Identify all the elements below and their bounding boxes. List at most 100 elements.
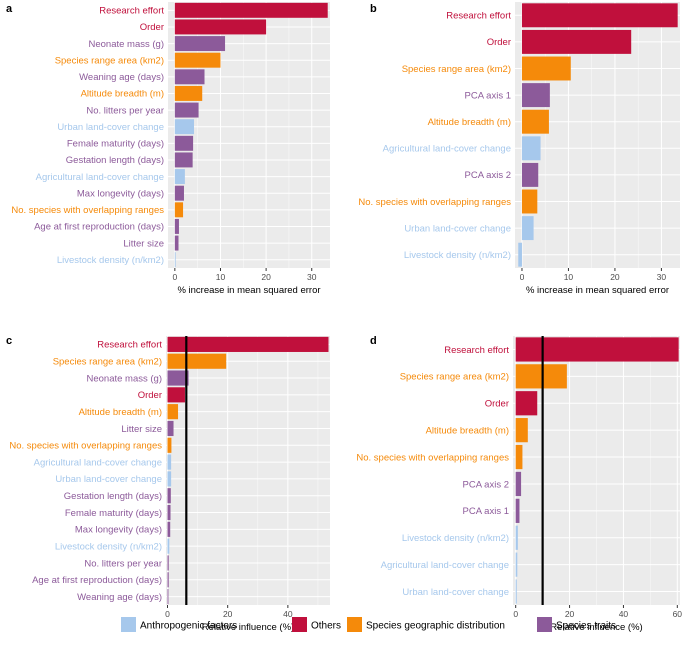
category-label: Agricultural land-cover change (381, 560, 509, 571)
legend-label: Species traits (556, 621, 616, 632)
category-label: Livestock density (n/km2) (402, 533, 509, 544)
bar-c-2 (167, 370, 189, 386)
bar-a-2 (174, 36, 226, 52)
x-tick-label: 20 (223, 609, 233, 619)
category-label: Order (140, 22, 164, 33)
bar-d-8 (515, 552, 518, 577)
bar-a-6 (174, 102, 199, 118)
bar-d-7 (515, 525, 518, 550)
category-label: Neonate mass (g) (88, 39, 164, 50)
bar-b-5 (521, 136, 541, 161)
bar-b-4 (521, 109, 549, 134)
bar-a-9 (174, 152, 193, 168)
category-label: No. species with overlapping ranges (358, 197, 511, 208)
category-label: Species range area (km2) (402, 64, 511, 75)
bar-a-15 (174, 252, 176, 268)
bar-d-4 (515, 444, 523, 470)
bar-c-7 (167, 454, 172, 470)
category-label: Urban land-cover change (55, 474, 162, 485)
category-label: Female maturity (days) (67, 139, 164, 150)
panel-letter-b: b (370, 3, 377, 15)
bar-c-8 (167, 471, 172, 487)
x-tick-label: 10 (564, 272, 574, 282)
legend-swatch-3 (537, 617, 552, 632)
panel-letter-a: a (6, 3, 13, 15)
x-axis-title-c: Relative influence (%) (202, 622, 294, 633)
category-label: PCA axis 1 (465, 90, 511, 101)
bar-a-11 (174, 185, 184, 201)
category-label: Order (485, 399, 509, 410)
panel-letter-c: c (6, 335, 12, 347)
x-axis-title-b: % increase in mean squared error (526, 285, 669, 296)
x-tick-label: 20 (261, 272, 271, 282)
category-label: Livestock density (n/km2) (404, 250, 511, 261)
x-tick-label: 0 (513, 609, 518, 619)
category-label: Research effort (444, 345, 509, 356)
category-label: Max longevity (days) (77, 188, 164, 199)
bar-d-2 (515, 391, 538, 416)
bar-d-5 (515, 471, 522, 497)
category-label: Species range area (km2) (400, 372, 509, 383)
bar-b-0 (521, 3, 678, 28)
bar-c-9 (167, 488, 171, 504)
panel-background-c (166, 336, 330, 605)
category-label: Research effort (97, 340, 162, 351)
bar-c-3 (167, 387, 185, 403)
bar-c-10 (167, 504, 171, 521)
category-label: Research effort (446, 11, 511, 22)
bar-d-9 (515, 579, 517, 604)
bar-b-7 (521, 189, 538, 214)
category-label: Altitude breadth (m) (79, 407, 162, 418)
bar-c-4 (167, 404, 179, 420)
category-label: No. species with overlapping ranges (9, 441, 162, 452)
bar-a-13 (174, 218, 179, 234)
category-label: PCA axis 1 (463, 506, 509, 517)
x-tick-label: 10 (216, 272, 226, 282)
x-tick-label: 0 (172, 272, 177, 282)
x-axis-title-d: Relative influence (%) (550, 622, 642, 633)
category-label: Species range area (km2) (55, 55, 164, 66)
bar-a-5 (174, 85, 203, 101)
legend-label: Anthropogenic factors (140, 621, 237, 632)
bar-b-8 (521, 216, 534, 241)
bar-a-3 (174, 52, 221, 68)
category-label: Agricultural land-cover change (34, 457, 162, 468)
category-label: Agricultural land-cover change (36, 172, 164, 183)
bar-a-0 (174, 2, 328, 18)
bar-c-5 (167, 420, 174, 437)
category-label: Livestock density (n/km2) (55, 541, 162, 552)
x-tick-label: 20 (565, 609, 575, 619)
category-label: Agricultural land-cover change (383, 144, 511, 155)
category-label: Species range area (km2) (53, 357, 162, 368)
x-tick-label: 60 (673, 609, 683, 619)
legend-swatch-1 (292, 617, 307, 632)
bar-d-1 (515, 364, 567, 389)
category-label: PCA axis 2 (463, 479, 509, 490)
category-label: Order (138, 390, 162, 401)
bar-a-10 (174, 169, 185, 185)
category-label: Gestation length (days) (66, 155, 164, 166)
bar-a-4 (174, 69, 205, 85)
category-label: Max longevity (days) (75, 525, 162, 536)
category-label: Altitude breadth (m) (426, 425, 509, 436)
category-label: No. species with overlapping ranges (11, 205, 164, 216)
category-label: Livestock density (n/km2) (57, 255, 164, 266)
category-label: Age at first reproduction (days) (34, 222, 164, 233)
category-label: Litter size (123, 238, 164, 249)
x-tick-label: 40 (619, 609, 629, 619)
category-label: Order (487, 37, 511, 48)
x-axis-title-a: % increase in mean squared error (177, 285, 320, 296)
category-label: Altitude breadth (m) (428, 117, 511, 128)
category-label: No. species with overlapping ranges (356, 452, 509, 463)
bar-d-6 (515, 498, 520, 523)
bar-c-14 (167, 572, 169, 588)
category-label: Altitude breadth (m) (81, 89, 164, 100)
category-label: Urban land-cover change (57, 122, 164, 133)
category-label: Urban land-cover change (404, 223, 511, 234)
legend-swatch-0 (121, 617, 136, 632)
x-tick-label: 0 (520, 272, 525, 282)
category-label: Gestation length (days) (64, 491, 162, 502)
category-label: No. litters per year (84, 558, 162, 569)
bar-d-3 (515, 418, 528, 443)
bar-b-9 (518, 242, 522, 267)
